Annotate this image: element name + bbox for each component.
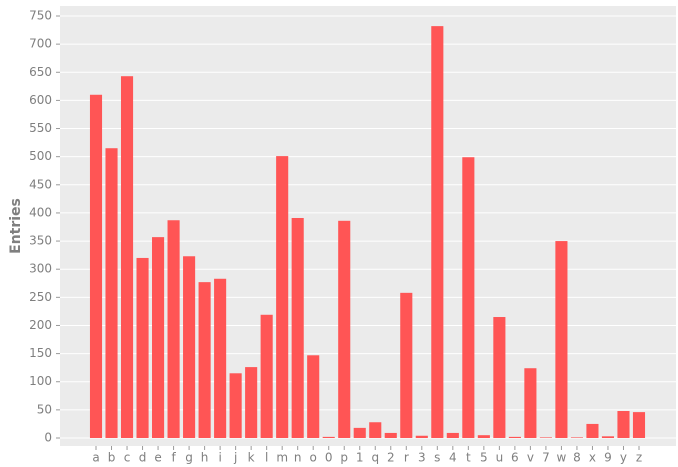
bar: [632, 412, 646, 438]
y-tick-label: 350: [29, 234, 52, 248]
bar: [539, 437, 552, 438]
bar: [198, 282, 211, 438]
x-tick-label: d: [139, 451, 147, 465]
y-tick-label: 150: [29, 346, 52, 360]
x-tick-label: 9: [604, 451, 612, 465]
bar: [477, 435, 490, 438]
x-tick-label: m: [276, 451, 288, 465]
x-tick-label: e: [154, 451, 161, 465]
x-tick-label: 5: [480, 451, 488, 465]
y-tick-label: 100: [29, 374, 52, 388]
x-tick-label: 0: [325, 451, 333, 465]
x-tick-label: j: [233, 451, 237, 465]
bar: [601, 436, 615, 438]
y-tick-label: 700: [29, 37, 52, 51]
x-tick-label: z: [636, 451, 642, 465]
x-tick-label: a: [92, 451, 99, 465]
x-tick-label: g: [185, 451, 193, 465]
bar: [105, 148, 118, 438]
y-tick-label: 400: [29, 205, 52, 219]
bar: [338, 220, 351, 438]
bar: [555, 241, 568, 438]
bar: [183, 256, 196, 438]
bar: [369, 422, 382, 438]
bar: [136, 257, 149, 438]
bar: [322, 436, 335, 438]
y-tick-label: 450: [29, 177, 52, 191]
bar: [291, 217, 304, 438]
x-tick-label: n: [294, 451, 302, 465]
x-tick-label: x: [589, 451, 596, 465]
bar: [570, 437, 583, 438]
x-tick-label: 1: [356, 451, 364, 465]
bar: [415, 435, 428, 438]
x-tick-label: 7: [542, 451, 550, 465]
x-tick-label: h: [201, 451, 209, 465]
bar: [400, 292, 413, 438]
bar: [431, 26, 444, 439]
x-tick-label: 8: [573, 451, 581, 465]
bar: [586, 423, 599, 438]
bar: [276, 156, 289, 438]
x-tick-label: o: [310, 451, 317, 465]
y-tick-label: 0: [44, 431, 52, 445]
bar: [152, 237, 165, 438]
x-tick-label: 6: [511, 451, 519, 465]
x-tick-label: y: [620, 451, 627, 465]
bar: [245, 367, 258, 438]
x-tick-label: t: [466, 451, 471, 465]
bar: [617, 410, 630, 438]
bar: [462, 157, 475, 438]
y-tick-label: 50: [37, 402, 52, 416]
x-tick-label: f: [171, 451, 176, 465]
bar: [89, 94, 103, 439]
y-axis-title: Entries: [8, 198, 24, 254]
bar: [446, 432, 459, 438]
y-tick-label: 200: [29, 318, 52, 332]
x-tick-label: q: [371, 451, 379, 465]
bar: [214, 278, 227, 438]
x-tick-label: c: [124, 451, 131, 465]
bar: [524, 368, 537, 438]
x-tick-label: b: [108, 451, 116, 465]
bar: [260, 314, 273, 438]
bar: [307, 355, 320, 438]
x-tick-label: p: [340, 451, 348, 465]
x-tick-label: k: [248, 451, 255, 465]
x-tick-label: 3: [418, 451, 426, 465]
x-tick-label: r: [404, 451, 409, 465]
x-tick-label: s: [434, 451, 440, 465]
x-tick-label: i: [218, 451, 221, 465]
x-tick-label: l: [265, 451, 268, 465]
x-tick-label: w: [557, 451, 567, 465]
bar: [167, 220, 180, 438]
y-tick-label: 600: [29, 93, 52, 107]
y-tick-label: 550: [29, 121, 52, 135]
y-tick-label: 300: [29, 262, 52, 276]
bar: [508, 436, 521, 438]
x-tick-label: 4: [449, 451, 457, 465]
bar: [120, 76, 134, 439]
y-tick-label: 500: [29, 149, 52, 163]
bar: [353, 427, 366, 438]
bar: [384, 432, 397, 438]
x-tick-label: 2: [387, 451, 395, 465]
y-tick-label: 650: [29, 65, 52, 79]
x-tick-label: v: [527, 451, 534, 465]
x-tick-label: u: [496, 451, 504, 465]
y-tick-label: 750: [29, 9, 52, 23]
bar: [493, 317, 506, 438]
y-tick-label: 250: [29, 290, 52, 304]
bar: [229, 373, 242, 438]
